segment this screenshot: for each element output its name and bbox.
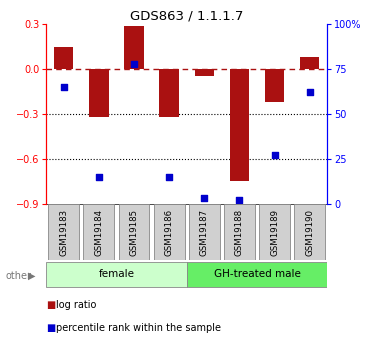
Text: GSM19183: GSM19183 (59, 208, 68, 256)
Bar (124, 26, 144, 69)
Point (271, 152, 278, 158)
Text: GSM19189: GSM19189 (270, 208, 279, 256)
Bar (154, 204, 185, 260)
Point (96, 174, 102, 179)
Point (131, 61, 137, 66)
Text: GSM19190: GSM19190 (305, 208, 314, 256)
Point (61, 84, 67, 90)
Point (166, 174, 172, 179)
Text: GSM19186: GSM19186 (165, 208, 174, 256)
Bar (119, 204, 149, 260)
Bar (89, 69, 109, 117)
Text: percentile rank within the sample: percentile rank within the sample (56, 323, 221, 333)
Point (236, 197, 243, 203)
Text: female: female (99, 269, 134, 279)
Bar (54, 47, 74, 69)
Point (201, 195, 208, 201)
Text: GSM19185: GSM19185 (129, 208, 139, 256)
Bar (230, 69, 249, 181)
Text: GSM19187: GSM19187 (200, 208, 209, 256)
Bar (294, 204, 325, 260)
Bar (300, 57, 319, 69)
Text: GSM19184: GSM19184 (94, 208, 104, 256)
Point (306, 90, 313, 95)
Text: ▶: ▶ (28, 271, 35, 281)
Text: ■: ■ (46, 323, 55, 333)
Bar (195, 69, 214, 77)
Bar (189, 204, 220, 260)
Bar (224, 204, 255, 260)
Text: ■: ■ (46, 300, 55, 310)
Text: GH-treated male: GH-treated male (214, 269, 300, 279)
Bar (46, 262, 187, 287)
Bar (259, 204, 290, 260)
Title: GDS863 / 1.1.1.7: GDS863 / 1.1.1.7 (130, 10, 243, 23)
Text: GSM19188: GSM19188 (235, 208, 244, 256)
Bar (187, 262, 327, 287)
Bar (84, 204, 114, 260)
Text: log ratio: log ratio (56, 300, 96, 310)
Text: other: other (6, 271, 32, 281)
Bar (265, 69, 284, 102)
Bar (159, 69, 179, 117)
Bar (48, 204, 79, 260)
